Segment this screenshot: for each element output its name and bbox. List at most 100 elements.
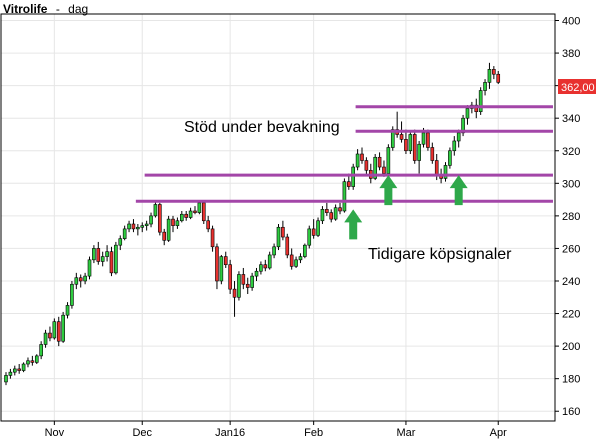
y-tick-label: 220	[562, 309, 580, 321]
candle-body	[417, 143, 421, 161]
candle-body	[223, 256, 228, 266]
candle	[34, 354, 39, 365]
candle-body	[267, 254, 272, 269]
x-tick-label: Mar	[396, 427, 415, 439]
candle	[105, 245, 109, 262]
candle-body	[259, 264, 263, 272]
y-tick-label: 320	[562, 146, 580, 158]
candle-body	[342, 181, 347, 212]
candle	[298, 253, 303, 264]
candle-body	[8, 371, 13, 376]
candle-body	[289, 254, 294, 267]
candle	[307, 225, 312, 249]
candle-body	[461, 117, 465, 134]
candle-body	[434, 160, 439, 176]
candle-body	[496, 73, 501, 83]
candle	[131, 219, 136, 233]
candle-body	[39, 344, 43, 357]
y-tick-label: 180	[562, 374, 580, 386]
candle	[96, 241, 101, 265]
candle	[215, 243, 219, 290]
candle-body	[48, 332, 52, 339]
candle	[109, 246, 114, 277]
candle	[377, 152, 382, 171]
candle	[206, 215, 210, 233]
candle-body	[338, 207, 342, 212]
candle-body	[52, 321, 57, 339]
candle	[114, 241, 118, 275]
candle	[30, 355, 35, 366]
y-tick-label: 200	[562, 341, 580, 353]
candle	[61, 311, 65, 343]
ticker-name: Vitrolife	[3, 2, 48, 16]
candle	[184, 210, 188, 221]
candle-body	[43, 332, 48, 345]
candle	[487, 62, 492, 89]
candle	[43, 329, 48, 348]
candle	[285, 233, 290, 259]
candle	[26, 357, 30, 368]
candle-body	[364, 160, 369, 171]
candle	[153, 201, 158, 218]
candle-body	[34, 355, 39, 363]
candle	[465, 105, 470, 125]
candle	[320, 206, 325, 225]
candle	[342, 178, 347, 213]
candle-body	[281, 226, 285, 238]
plot-frame	[0, 13, 556, 422]
candle-body	[180, 213, 184, 222]
candle-body	[153, 204, 158, 217]
candle	[17, 364, 21, 374]
candle-body	[30, 360, 35, 363]
candle	[338, 202, 342, 215]
candle	[294, 256, 298, 268]
buy-signal-arrow	[449, 175, 468, 206]
candle-body	[127, 223, 131, 230]
candle	[263, 259, 268, 272]
candle-body	[333, 207, 338, 220]
candle	[127, 220, 131, 233]
candle	[4, 372, 8, 386]
candle	[245, 277, 250, 295]
candle-body	[250, 275, 254, 288]
candle	[333, 204, 338, 221]
candle-body	[56, 321, 61, 342]
candle	[259, 261, 263, 275]
candle	[21, 362, 26, 373]
header-separator: -	[56, 2, 60, 16]
candle-body	[448, 150, 452, 166]
candle-body	[118, 238, 123, 246]
candle	[52, 318, 57, 340]
candle-body	[171, 218, 175, 226]
candle	[74, 272, 79, 290]
candle	[267, 251, 272, 270]
grid	[1, 14, 555, 421]
candles	[4, 62, 501, 386]
candle-body	[17, 368, 21, 371]
candle	[197, 201, 202, 215]
candle-body	[263, 264, 268, 269]
candle-body	[144, 223, 149, 226]
candle	[281, 220, 285, 241]
y-tick-label: 340	[562, 113, 580, 125]
candle-body	[347, 181, 351, 187]
candle-body	[303, 244, 307, 257]
candle	[237, 271, 241, 301]
y-tick-label: 160	[562, 406, 580, 418]
candle	[12, 365, 17, 376]
candle	[303, 243, 307, 259]
candle	[496, 70, 501, 85]
candle	[241, 267, 246, 290]
candle	[461, 114, 465, 137]
candle	[426, 129, 430, 151]
candle-body	[285, 236, 290, 256]
candle-body	[487, 69, 492, 83]
buy-signal-arrows	[344, 175, 468, 240]
candle	[364, 157, 369, 176]
candle	[452, 136, 457, 156]
candle-body	[311, 228, 316, 236]
candle	[118, 235, 123, 251]
candle-body	[100, 256, 105, 262]
candle	[368, 163, 373, 184]
